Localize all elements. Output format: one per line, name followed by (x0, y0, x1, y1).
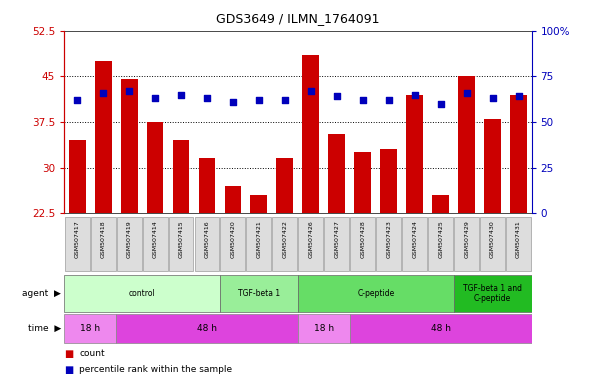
Text: GDS3649 / ILMN_1764091: GDS3649 / ILMN_1764091 (216, 12, 379, 25)
Point (124, 88, 134, 94)
FancyBboxPatch shape (221, 217, 246, 271)
Bar (276, 159, 293, 213)
FancyBboxPatch shape (298, 217, 323, 271)
Bar (380, 149, 397, 213)
FancyBboxPatch shape (376, 217, 401, 271)
Text: 48 h: 48 h (197, 324, 217, 333)
FancyBboxPatch shape (194, 217, 219, 271)
Point (384, 97, 393, 103)
Text: GSM507427: GSM507427 (334, 220, 339, 258)
Text: TGF-beta 1 and
C-peptide: TGF-beta 1 and C-peptide (463, 284, 522, 303)
Bar (432, 195, 449, 213)
Point (254, 97, 264, 103)
Point (280, 97, 290, 103)
Text: GSM507430: GSM507430 (490, 220, 495, 258)
Bar (251, 195, 268, 213)
FancyBboxPatch shape (453, 275, 532, 312)
Point (176, 91, 186, 98)
Text: TGF-beta 1: TGF-beta 1 (238, 289, 280, 298)
Text: GSM507419: GSM507419 (126, 220, 131, 258)
Text: agent  ▶: agent ▶ (22, 289, 61, 298)
Text: control: control (129, 289, 155, 298)
FancyBboxPatch shape (454, 217, 479, 271)
Bar (484, 119, 501, 213)
FancyBboxPatch shape (246, 217, 271, 271)
Point (72, 97, 82, 103)
Bar (406, 94, 423, 213)
Text: GSM507429: GSM507429 (464, 220, 469, 258)
Point (228, 99, 238, 105)
Point (98, 90, 108, 96)
FancyBboxPatch shape (324, 217, 349, 271)
Bar (147, 122, 164, 213)
Point (514, 93, 524, 99)
Text: 48 h: 48 h (431, 324, 451, 333)
Bar (172, 140, 189, 213)
Text: GSM507420: GSM507420 (230, 220, 235, 258)
Point (358, 97, 368, 103)
FancyBboxPatch shape (349, 314, 532, 343)
Point (488, 95, 497, 101)
Point (332, 93, 342, 99)
Bar (120, 79, 137, 213)
FancyBboxPatch shape (220, 275, 298, 312)
Text: GSM507417: GSM507417 (75, 220, 79, 258)
FancyBboxPatch shape (142, 217, 167, 271)
Point (410, 91, 420, 98)
Text: GSM507418: GSM507418 (101, 220, 106, 258)
Text: GSM507423: GSM507423 (386, 220, 391, 258)
Bar (68, 140, 86, 213)
Text: GSM507416: GSM507416 (205, 220, 210, 258)
FancyBboxPatch shape (116, 314, 298, 343)
Text: GSM507426: GSM507426 (309, 220, 313, 258)
FancyBboxPatch shape (402, 217, 427, 271)
Bar (354, 152, 371, 213)
Bar (302, 55, 320, 213)
FancyBboxPatch shape (298, 275, 453, 312)
Text: GSM507431: GSM507431 (516, 220, 521, 258)
FancyBboxPatch shape (65, 217, 90, 271)
Point (436, 101, 445, 107)
Text: 18 h: 18 h (80, 324, 100, 333)
Text: 18 h: 18 h (314, 324, 334, 333)
Bar (224, 186, 241, 213)
Text: ■: ■ (64, 349, 73, 359)
Point (306, 88, 316, 94)
FancyBboxPatch shape (506, 217, 531, 271)
FancyBboxPatch shape (273, 217, 298, 271)
FancyBboxPatch shape (169, 217, 194, 271)
FancyBboxPatch shape (480, 217, 505, 271)
Text: ■: ■ (64, 365, 73, 375)
Point (462, 90, 472, 96)
Text: GSM507415: GSM507415 (178, 220, 183, 258)
Text: GSM507424: GSM507424 (412, 220, 417, 258)
FancyBboxPatch shape (117, 217, 142, 271)
Text: count: count (79, 349, 105, 358)
Bar (199, 159, 216, 213)
Text: GSM507421: GSM507421 (257, 220, 262, 258)
Text: GSM507414: GSM507414 (153, 220, 158, 258)
Point (202, 95, 212, 101)
Text: GSM507428: GSM507428 (360, 220, 365, 258)
Bar (95, 61, 112, 213)
FancyBboxPatch shape (428, 217, 453, 271)
Text: time  ▶: time ▶ (28, 324, 61, 333)
FancyBboxPatch shape (298, 314, 349, 343)
Text: C-peptide: C-peptide (357, 289, 394, 298)
Text: percentile rank within the sample: percentile rank within the sample (79, 365, 233, 374)
FancyBboxPatch shape (90, 217, 115, 271)
FancyBboxPatch shape (64, 314, 116, 343)
Bar (328, 134, 345, 213)
Bar (458, 76, 475, 213)
FancyBboxPatch shape (64, 275, 220, 312)
Text: GSM507422: GSM507422 (282, 220, 287, 258)
Text: GSM507425: GSM507425 (438, 220, 443, 258)
FancyBboxPatch shape (350, 217, 375, 271)
Bar (510, 94, 527, 213)
Point (150, 95, 160, 101)
